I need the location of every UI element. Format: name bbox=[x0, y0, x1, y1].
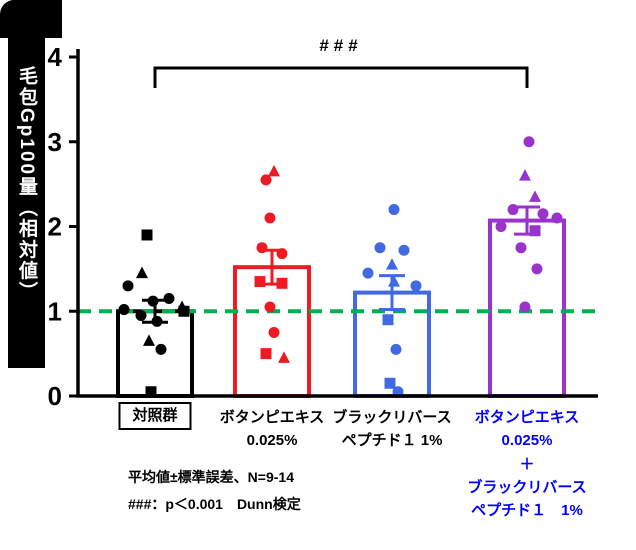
data-point bbox=[260, 174, 272, 186]
data-point bbox=[147, 295, 159, 307]
data-point bbox=[268, 326, 280, 338]
y-axis-title: 毛包Gp100量（相対値） bbox=[8, 0, 45, 368]
x-axis-label: ボタンピエキス 0.025% bbox=[220, 406, 325, 453]
data-point bbox=[260, 348, 272, 360]
data-point bbox=[254, 276, 266, 288]
data-point bbox=[276, 277, 288, 289]
data-point bbox=[382, 314, 394, 326]
footer-line-2: ###：p＜0.001 Dunn検定 bbox=[128, 495, 301, 512]
data-point bbox=[141, 229, 153, 241]
data-point bbox=[537, 208, 549, 220]
x-axis-label-line: ペプチド１ 1% bbox=[471, 502, 583, 519]
data-point bbox=[163, 293, 175, 305]
data-point bbox=[155, 343, 167, 355]
data-point bbox=[268, 164, 280, 177]
data-point bbox=[143, 334, 155, 346]
data-point bbox=[531, 263, 543, 275]
data-point bbox=[507, 204, 519, 216]
data-point bbox=[122, 280, 134, 292]
data-point bbox=[398, 244, 410, 256]
data-point bbox=[264, 212, 276, 224]
data-point bbox=[523, 136, 535, 148]
data-point bbox=[388, 204, 400, 216]
data-point bbox=[388, 275, 400, 287]
data-point bbox=[362, 267, 374, 279]
y-tick-label: 1 bbox=[48, 296, 62, 326]
data-point bbox=[135, 309, 147, 321]
data-point bbox=[264, 301, 276, 313]
data-point bbox=[386, 258, 398, 270]
x-axis-label-line: ブラックリバース bbox=[467, 478, 587, 496]
data-point bbox=[515, 242, 527, 254]
x-axis-label: ブラックリバース ペプチド１ 1% bbox=[332, 406, 451, 453]
data-point bbox=[136, 266, 148, 279]
footer-line-1: 平均値±標準誤差、N=9-14 bbox=[128, 469, 294, 485]
footer-note: 平均値±標準誤差、N=9-14 ###：p＜0.001 Dunn検定 bbox=[128, 464, 301, 517]
x-axis-label-line: ペプチド１ 1% bbox=[341, 432, 443, 450]
x-axis-label: 対照群 bbox=[118, 402, 192, 430]
data-point bbox=[278, 351, 290, 363]
data-point bbox=[551, 212, 563, 224]
x-axis-label-line: 0.025% bbox=[501, 432, 553, 450]
x-axis-label: ボタンピエキス 0.025% ＋ ブラックリバース ペプチド１ 1% bbox=[467, 406, 586, 522]
y-tick-label: 3 bbox=[48, 127, 62, 157]
data-point bbox=[256, 242, 268, 254]
x-axis-label-line: 対照群 bbox=[132, 407, 178, 424]
data-point bbox=[390, 343, 402, 355]
data-point bbox=[529, 190, 541, 202]
x-axis-label-line: ボタンピエキス bbox=[219, 409, 325, 426]
x-axis-label-line: 0.025% bbox=[246, 432, 298, 450]
data-point bbox=[519, 301, 531, 313]
data-point bbox=[529, 225, 541, 237]
data-point bbox=[118, 304, 130, 316]
y-tick-label: 2 bbox=[48, 212, 62, 242]
significance-label: ### bbox=[319, 36, 363, 55]
x-axis-label-line: ボタンピエキス bbox=[474, 409, 580, 426]
y-tick-label: 4 bbox=[48, 42, 63, 72]
x-axis-label-line: ブラックリバース bbox=[332, 409, 452, 426]
y-tick-label: 0 bbox=[48, 381, 62, 411]
data-point bbox=[384, 377, 396, 389]
data-point bbox=[495, 221, 507, 232]
data-point bbox=[145, 386, 157, 398]
data-point bbox=[410, 280, 422, 292]
x-axis-label-line: ＋ bbox=[519, 455, 535, 473]
data-point bbox=[151, 315, 163, 327]
data-point bbox=[276, 248, 288, 260]
significance-bracket bbox=[153, 66, 529, 88]
data-point bbox=[374, 242, 386, 254]
data-point bbox=[178, 305, 190, 317]
data-point bbox=[519, 169, 531, 181]
